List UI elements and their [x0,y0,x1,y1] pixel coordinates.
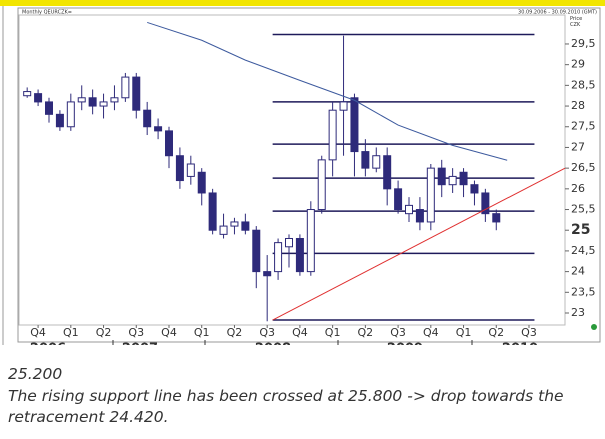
x-tick-label: Q3 [259,326,275,339]
candle-body [241,221,250,231]
x-tick-label: Q3 [128,326,144,339]
candle-body [383,155,392,190]
trendline [272,167,566,321]
x-tick-label: Q1 [325,326,341,339]
x-tick-label: Q4 [30,326,46,339]
candle-body [306,209,315,273]
candle-body [448,175,457,186]
candle-body [66,101,75,128]
year-label: 2009 [387,342,423,346]
candle-body [110,97,119,103]
candle-body [394,188,403,211]
year-label: 2008 [255,342,291,346]
footer-note: The rising support line has been crossed… [8,387,564,426]
x-tick-label: Q1 [63,326,79,339]
candle-body [252,229,261,273]
x-tick-label: Q4 [161,326,177,339]
candle-body [492,213,501,223]
candle-body [230,221,239,227]
candle-body [197,171,206,194]
candle-body [23,91,32,97]
y-tick-label: 24 [571,265,585,278]
year-label: 2006 [30,342,66,346]
y-tick-label: 23,5 [571,285,596,298]
x-tick-label: Q3 [521,326,537,339]
x-tick-label: Q3 [390,326,406,339]
candle-body [175,155,184,182]
candle-body [186,163,195,177]
candle-body [154,126,163,132]
candle-body [317,159,326,211]
footer-price: 25.200 [8,365,63,383]
candle-body [361,151,370,169]
candle-body [415,209,424,223]
chart-title: Monthly QEURCZK= [22,10,72,16]
y-tick-label: 24,5 [571,244,596,257]
y-tick-label: 25,5 [571,203,596,216]
x-tick-label: Q2 [227,326,243,339]
x-tick-label: Q2 [358,326,374,339]
candle-body [274,242,283,273]
y-tick-label: 27,5 [571,120,596,133]
y-tick-label: 28 [571,99,585,112]
candle-body [132,76,141,111]
x-tick-label: Q4 [292,326,308,339]
y-axis-label: Price CZK [570,16,583,28]
candle-body [470,184,479,194]
y-tick-label: 25 [571,222,590,238]
x-tick-label: Q1 [456,326,472,339]
x-tick-label: Q4 [423,326,439,339]
y-tick-label: 28,5 [571,78,596,91]
x-tick-label: Q1 [194,326,210,339]
candle-body [219,225,228,235]
candle-body [405,204,413,215]
candle-body [208,192,217,231]
candle-body [77,97,86,103]
top-band [0,0,605,6]
candle-body [55,113,64,128]
x-tick-label: Q2 [96,326,112,339]
y-tick-label: 26,5 [571,161,596,174]
candle-body [88,97,97,107]
candle-body [328,109,337,161]
candle-body [34,93,43,103]
y-tick-label: 29 [571,58,585,71]
candle-body [295,237,304,273]
chart: Monthly QEURCZK= 30.09.2006 - 30.09.2010… [0,0,605,345]
candle-body [339,101,348,111]
candle-body [99,101,108,107]
x-tick-label: Q2 [488,326,504,339]
year-label: 2010 [502,342,538,346]
candle-body [372,155,381,169]
chart-subtitle: 30.09.2006 - 30.09.2010 (GMT) [518,10,597,16]
y-tick-label: 23 [571,306,585,319]
candle-body [459,171,468,186]
candle-body [263,271,272,277]
candle-body [165,130,173,157]
year-label: 2007 [122,342,158,346]
plot-area [18,14,566,326]
candle-body [437,167,446,186]
candle-body [143,109,152,128]
y-tick-label: 27 [571,140,585,153]
candle-body [45,101,53,115]
y-tick-label: 29,5 [571,37,596,50]
y-tick-label: 26 [571,182,585,195]
candle-body [121,76,130,99]
status-dot [591,324,597,330]
candle-body [285,237,293,248]
panel [17,7,601,343]
candle-body [481,192,490,215]
candle-body [426,167,435,223]
candle-body [350,97,359,153]
moving-average [147,21,508,161]
y-axis-label-box: Price CZK [570,16,583,28]
